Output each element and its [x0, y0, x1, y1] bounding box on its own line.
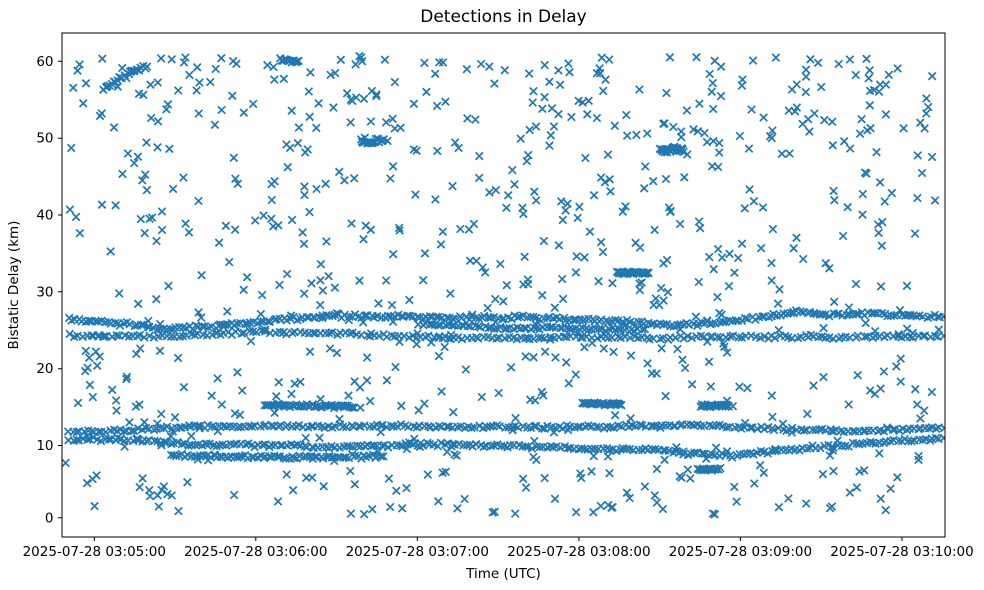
chart-title: Detections in Delay [420, 7, 587, 27]
data-points-group [61, 51, 946, 519]
x-tick-label: 2025-07-28 03:05:00 [23, 544, 166, 560]
plot-area [62, 33, 945, 537]
y-axis-label: Bistatic Delay (km) [6, 221, 22, 350]
x-axis-label: Time (UTC) [465, 566, 541, 582]
x-tick-label: 2025-07-28 03:06:00 [184, 544, 327, 560]
plot-frame [61, 32, 946, 538]
y-tick-label: 10 [36, 438, 53, 454]
x-tick-label: 2025-07-28 03:07:00 [346, 544, 489, 560]
x-tick-labels: 2025-07-28 03:05:00 2025-07-28 03:06:00 … [23, 544, 974, 560]
y-tick-label: 40 [36, 208, 53, 224]
x-tick-label: 2025-07-28 03:10:00 [830, 544, 973, 560]
y-tick-label: 60 [36, 54, 53, 70]
x-tick-label: 2025-07-28 03:08:00 [507, 544, 650, 560]
y-tick-labels: 0 10 20 30 40 50 60 [36, 54, 54, 526]
x-tick-label: 2025-07-28 03:09:00 [669, 544, 812, 560]
y-tick-label: 30 [36, 284, 53, 300]
y-tick-label: 50 [36, 131, 53, 147]
data-points [61, 51, 946, 519]
x-tick-marks [93, 537, 903, 541]
y-tick-label: 0 [45, 510, 54, 526]
y-tick-marks [58, 60, 62, 519]
y-tick-label: 20 [36, 361, 53, 377]
